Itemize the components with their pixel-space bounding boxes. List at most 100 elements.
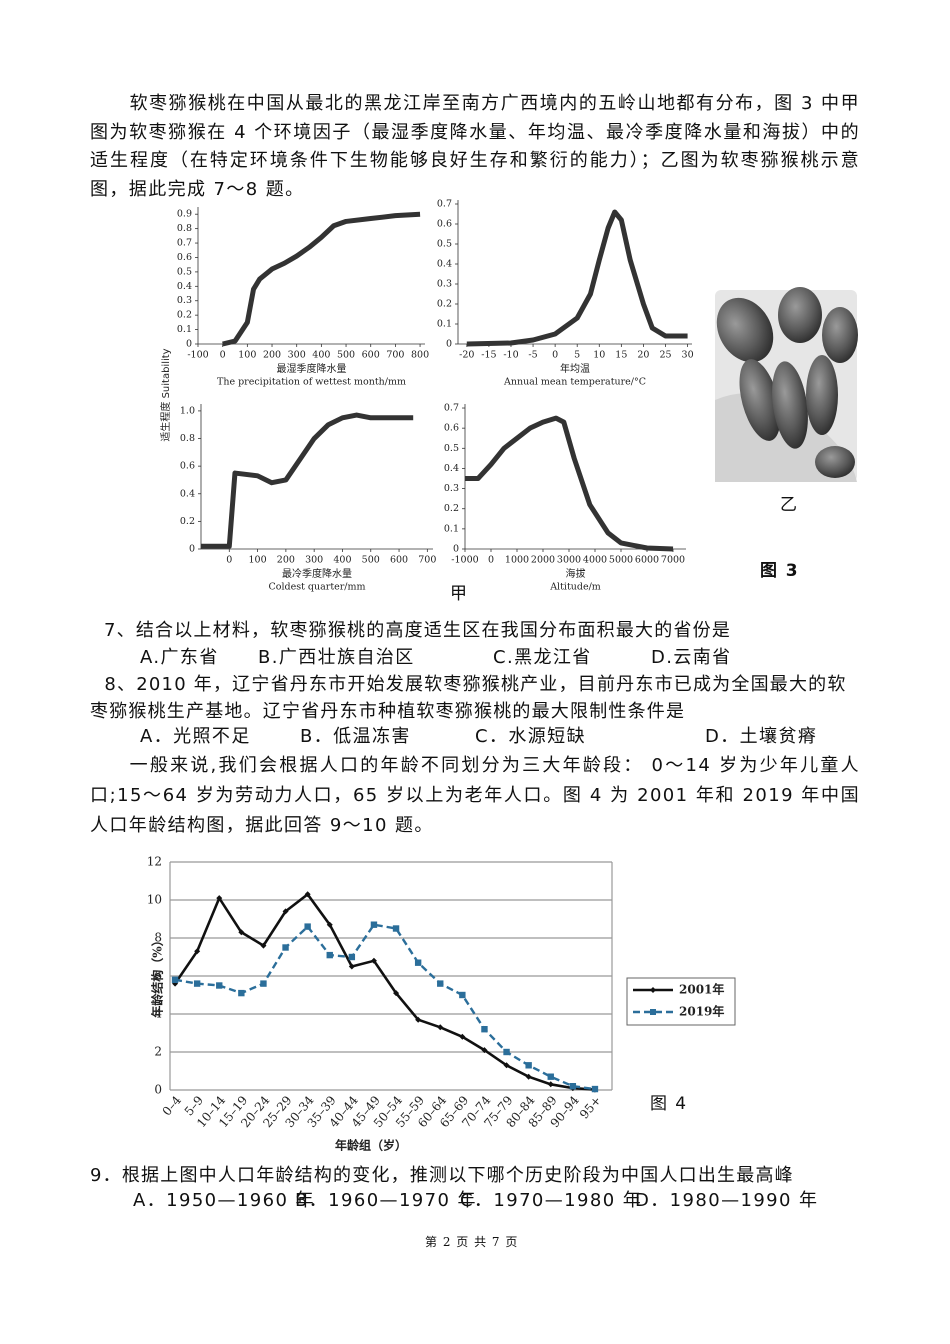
x-tick-label: 0	[552, 350, 558, 361]
marker	[238, 929, 245, 936]
y-tick-label: 0.1	[177, 324, 192, 335]
kiwi-photo	[715, 287, 858, 482]
marker	[304, 923, 311, 930]
marker	[326, 921, 333, 928]
x-axis-label-en: Altitude/m	[549, 582, 601, 593]
y-tick-label: 0.6	[444, 423, 459, 434]
y-tick-label: 0.5	[437, 239, 452, 250]
x-tick-label: 7000	[661, 555, 685, 566]
y-tick-label: 0.1	[444, 523, 459, 534]
x-tick-label: 300	[305, 555, 323, 566]
option: D.云南省	[651, 647, 732, 668]
x-tick-label: 5	[574, 350, 580, 361]
marker	[260, 980, 267, 987]
x-tick-label: -10	[503, 350, 518, 361]
x-tick-label: -20	[459, 350, 474, 361]
y-tick-label: 6	[154, 969, 162, 983]
y-tick-label: 0.1	[437, 319, 452, 330]
y-axis-label: 年龄结构（%）	[150, 934, 165, 1017]
y-tick-label: 12	[147, 855, 162, 869]
x-axis-label: 海拔	[566, 567, 586, 580]
x-tick-label: 0	[488, 555, 494, 566]
caption: 乙	[780, 495, 799, 515]
suitability-band	[465, 415, 674, 552]
x-tick-label: 2000	[531, 555, 555, 566]
legend-marker	[650, 1009, 656, 1015]
option: B．低温冻害	[300, 726, 411, 747]
marker	[326, 951, 333, 959]
marker	[437, 1024, 444, 1031]
y-tick-label: 0	[186, 339, 192, 350]
x-tick-label: 20	[637, 350, 649, 361]
y-tick-label: 0.6	[437, 219, 452, 230]
x-tick-label: 100	[249, 555, 267, 566]
y-tick-label: 0.4	[177, 281, 192, 292]
y-tick-label: 1.0	[180, 405, 195, 416]
y-tick-label: 0.3	[177, 295, 192, 306]
x-tick-label: 0	[220, 350, 226, 361]
y-tick-label: 0	[453, 544, 459, 555]
y-tick-label: 0.5	[177, 266, 192, 277]
y-tick-label: 8	[154, 931, 162, 945]
y-tick-label: 0.4	[437, 259, 452, 270]
x-tick-label: 800	[411, 350, 429, 361]
x-axis-label-en: The precipitation of wettest month/mm	[217, 377, 406, 388]
marker	[503, 1062, 510, 1069]
y-tick-label: 10	[147, 893, 162, 907]
y-tick-label: 4	[154, 1007, 162, 1021]
marker	[348, 963, 355, 970]
x-tick-label: 100	[238, 350, 256, 361]
x-tick-label: 4000	[583, 555, 607, 566]
x-tick-label: -100	[187, 350, 208, 361]
footer: 第 2 页 共 7 页	[425, 1235, 519, 1249]
y-axis-label: 适生程度 Suitability	[159, 348, 172, 441]
option: A．光照不足	[140, 726, 251, 747]
legend-label: 2019年	[679, 1004, 724, 1019]
option: B．1960—1970 年	[295, 1190, 477, 1211]
caption: 图 3	[760, 561, 799, 581]
x-tick-label: 0–4	[160, 1093, 185, 1119]
x-tick-label: 95+	[577, 1093, 604, 1121]
marker	[547, 1081, 554, 1088]
x-tick-label: 6000	[635, 555, 659, 566]
x-tick-label: 500	[362, 555, 380, 566]
y-tick-label: 0.6	[180, 461, 195, 472]
x-tick-label: -1000	[451, 555, 478, 566]
x-axis-label-en: Annual mean temperature/°C	[503, 377, 646, 388]
y-tick-label: 2	[154, 1045, 162, 1059]
legend-marker	[650, 987, 656, 993]
y-tick-label: 0.5	[444, 443, 459, 454]
marker	[569, 1083, 577, 1090]
option: B.广西壮族自治区	[258, 647, 415, 668]
marker	[547, 1073, 554, 1080]
y-tick-label: 0.7	[177, 238, 192, 249]
y-tick-label: 0.4	[444, 463, 459, 474]
y-tick-label: 0.3	[444, 483, 459, 494]
x-tick-label: 200	[277, 555, 295, 566]
x-axis-label: 最湿季度降水量	[277, 362, 347, 375]
x-tick-label: 600	[390, 555, 408, 566]
marker	[415, 1016, 422, 1023]
x-tick-label: 5000	[609, 555, 633, 566]
marker	[503, 1048, 510, 1056]
caption: 图 4	[650, 1094, 688, 1114]
x-tick-label: 15	[615, 350, 627, 361]
x-axis-label-en: Coldest quarter/mm	[268, 582, 365, 593]
x-tick-label: 30	[682, 350, 694, 361]
question-stem: 7、结合以上材料，软枣猕猴桃的高度适生区在我国分布面积最大的省份是	[104, 620, 732, 641]
option: C．水源短缺	[475, 726, 586, 747]
marker	[370, 921, 378, 928]
x-tick-label: 0	[226, 555, 232, 566]
suitability-band	[222, 211, 421, 347]
x-tick-label: 300	[288, 350, 306, 361]
marker	[392, 925, 400, 932]
marker	[459, 991, 466, 999]
marker	[437, 980, 444, 987]
x-axis-label: 最冷季度降水量	[282, 567, 352, 580]
paragraph: 一般来说,我们会根据人口的年龄不同划分为三大年龄段： 0～14 岁为少年儿童人口…	[90, 755, 860, 836]
x-tick-label: 500	[337, 350, 355, 361]
y-tick-label: 0.8	[180, 433, 195, 444]
x-tick-label: 10	[593, 350, 605, 361]
caption: 甲	[450, 584, 469, 604]
